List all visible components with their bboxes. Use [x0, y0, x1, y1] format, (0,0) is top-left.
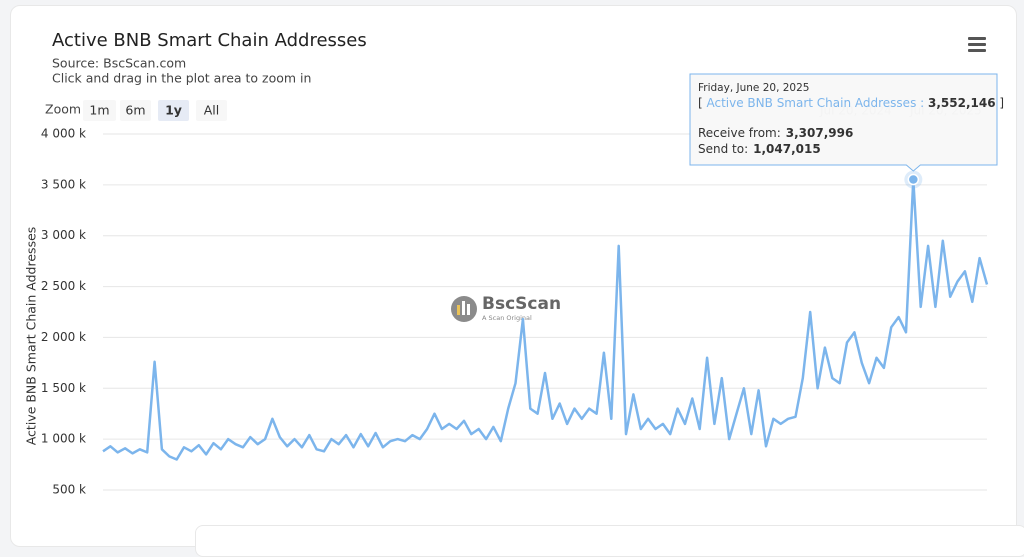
zoom-button-bg: [158, 100, 189, 121]
zoom-button[interactable]: 6m: [120, 100, 151, 121]
hover-marker: [907, 173, 920, 186]
tooltip-box: [689, 73, 998, 172]
chart: Active BNB Smart Chain Addresses Source:…: [24, 30, 1005, 497]
y-tick-label: 500 k: [52, 483, 86, 497]
watermark-logo-bar: [467, 304, 470, 315]
menu-bar: [968, 49, 986, 52]
zoom-button-bg: [196, 100, 227, 121]
zoom-button[interactable]: All: [196, 100, 227, 121]
zoom-button-bg: [120, 100, 151, 121]
source: Source: BscScan.com: [52, 56, 186, 71]
watermark-tagline: A Scan Original: [482, 314, 532, 322]
y-tick-label: 4 000 k: [41, 127, 86, 141]
subtitle: Click and drag in the plot area to zoom …: [52, 71, 311, 86]
zoom-button[interactable]: 1y: [158, 100, 189, 121]
y-tick-label: 2 500 k: [41, 279, 86, 293]
tooltip-part: Active BNB Smart Chain Addresses: [707, 96, 917, 110]
tooltip-part: 3,552,146: [928, 96, 996, 110]
zoom-button-label: 1m: [89, 103, 109, 118]
chart-title: Active BNB Smart Chain Addresses: [52, 30, 367, 51]
tooltip-series: [ Active BNB Smart Chain Addresses : 3,5…: [698, 96, 1004, 110]
tooltip-part: [: [698, 96, 707, 110]
y-tick-label: 3 500 k: [41, 177, 86, 191]
tooltip-date: Friday, June 20, 2025: [698, 82, 809, 94]
watermark-logo-bar: [457, 305, 460, 315]
watermark-name: BscScan: [482, 294, 561, 314]
y-tick-label: 2 000 k: [41, 330, 86, 344]
zoom-button[interactable]: 1m: [83, 100, 116, 121]
tooltip-row-name: Send to:: [698, 142, 748, 156]
y-tick-label: 1 500 k: [41, 381, 86, 395]
watermark-logo-bar: [462, 301, 465, 315]
zoom-button-bg: [83, 100, 116, 121]
tooltip-part: ]: [996, 96, 1005, 110]
zoom-button-label: 6m: [125, 103, 145, 118]
menu-bar: [968, 37, 986, 40]
y-axis-title: Active BNB Smart Chain Addresses: [24, 227, 39, 446]
tooltip-row-value: 1,047,015: [753, 142, 821, 156]
tooltip-row-value: 3,307,996: [786, 126, 854, 140]
watermark: [451, 296, 477, 322]
tooltip-part: :: [916, 96, 928, 110]
y-tick-label: 3 000 k: [41, 228, 86, 242]
data-line: [102, 178, 989, 461]
zoom-label: Zoom: [45, 102, 81, 117]
menu-button[interactable]: [968, 37, 986, 52]
menu-bar: [968, 43, 986, 46]
tooltip: Friday, June 20, 2025 [ Active BNB Smart …: [689, 73, 1004, 172]
tooltip-row: Send to: 1,047,015: [698, 142, 821, 156]
zoom-button-label: All: [204, 103, 220, 118]
tooltip-row: Receive from: 3,307,996: [698, 126, 853, 140]
page: {"chart_data": { "type": "line", "title"…: [10, 5, 1024, 557]
zoom-button-label: 1y: [165, 103, 182, 118]
y-tick-label: 1 000 k: [41, 432, 86, 446]
tooltip-row-name: Receive from:: [698, 126, 781, 140]
